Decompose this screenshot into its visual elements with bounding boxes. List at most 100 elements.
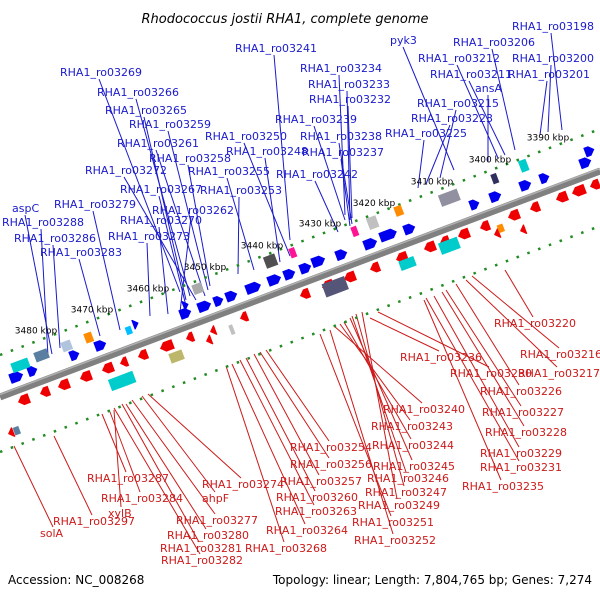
reverse-gene-label[interactable]: RHA1_ro03282	[161, 554, 243, 567]
reverse-gene-label[interactable]: RHA1_ro03235	[462, 480, 544, 493]
reverse-gene-label[interactable]: RHA1_ro03254	[290, 441, 372, 454]
reverse-gene-label[interactable]: RHA1_ro03274	[202, 478, 284, 491]
forward-gene-label[interactable]: RHA1_ro03241	[235, 42, 317, 55]
label-connector	[455, 283, 520, 386]
forward-gene-label[interactable]: RHA1_ro03273	[108, 230, 190, 243]
forward-gene-label[interactable]: RHA1_ro03212	[418, 52, 500, 65]
label-connector	[98, 78, 181, 293]
forward-gene-label[interactable]: RHA1_ro03265	[105, 104, 187, 117]
label-connector	[433, 295, 520, 448]
forward-gene-label[interactable]: RHA1_ro03211	[430, 68, 512, 81]
label-connector	[147, 393, 242, 479]
forward-gene-label[interactable]: RHA1_ro03266	[97, 86, 179, 99]
feature-box	[496, 223, 506, 234]
label-connector	[465, 279, 558, 368]
forward-gene-label[interactable]: RHA1_ro03267	[120, 183, 202, 196]
reverse-gene-label[interactable]: RHA1_ro03230	[450, 367, 532, 380]
reverse-gene-label[interactable]: RHA1_ro03268	[245, 542, 327, 555]
reverse-gene	[572, 183, 587, 197]
feature-box	[437, 236, 461, 255]
tick-label: 3460 kbp	[127, 284, 170, 294]
forward-gene-label[interactable]: pyk3	[390, 34, 417, 47]
forward-gene	[266, 274, 282, 287]
label-connector	[361, 311, 398, 500]
reverse-gene-label[interactable]: RHA1_ro03284	[101, 492, 183, 505]
forward-gene	[68, 350, 80, 362]
reverse-gene-label[interactable]: RHA1_ro03257	[280, 475, 362, 488]
reverse-gene-label[interactable]: RHA1_ro03231	[480, 461, 562, 474]
reverse-gene-label[interactable]: solA	[40, 527, 64, 540]
label-connector	[319, 333, 392, 517]
forward-gene-label[interactable]: RHA1_ro03225	[385, 127, 467, 140]
forward-gene-label[interactable]: RHA1_ro03269	[60, 66, 142, 79]
reverse-gene-label[interactable]: RHA1_ro03226	[480, 385, 562, 398]
forward-gene-label[interactable]: RHA1_ro03288	[2, 216, 84, 229]
forward-gene-label[interactable]: RHA1_ro03255	[188, 165, 270, 178]
forward-gene	[93, 340, 107, 352]
forward-gene	[181, 301, 189, 311]
forward-gene-label[interactable]: aspC	[12, 202, 39, 215]
reverse-gene-label[interactable]: RHA1_ro03277	[176, 514, 258, 527]
reverse-gene-label[interactable]: RHA1_ro03280	[167, 529, 249, 542]
forward-gene-label[interactable]: RHA1_ro03206	[453, 36, 535, 49]
reverse-gene-label[interactable]: RHA1_ro03297	[53, 515, 135, 528]
label-connector	[92, 210, 121, 331]
reverse-gene-label[interactable]: RHA1_ro03217	[518, 367, 600, 380]
reverse-gene-label[interactable]: xylB	[108, 507, 132, 520]
reverse-gene-label[interactable]: RHA1_ro03287	[87, 472, 169, 485]
forward-gene-label[interactable]: RHA1_ro03242	[276, 168, 358, 181]
reverse-gene-label[interactable]: RHA1_ro03240	[383, 403, 465, 416]
forward-gene-label[interactable]: RHA1_ro03201	[508, 68, 590, 81]
reverse-gene-label[interactable]: RHA1_ro03252	[354, 534, 436, 547]
reverse-gene-label[interactable]: RHA1_ro03243	[371, 420, 453, 433]
reverse-gene-label[interactable]: RHA1_ro03249	[358, 499, 440, 512]
reverse-gene-label[interactable]: ahpF	[202, 492, 229, 505]
reverse-gene-label[interactable]: RHA1_ro03246	[367, 472, 449, 485]
forward-gene-label[interactable]: RHA1_ro03279	[54, 198, 136, 211]
reverse-gene-label[interactable]: RHA1_ro03251	[352, 516, 434, 529]
reverse-gene-label[interactable]: RHA1_ro03281	[160, 542, 242, 555]
reverse-gene-label[interactable]: RHA1_ro03247	[365, 486, 447, 499]
forward-gene-label[interactable]: RHA1_ro03258	[149, 152, 231, 165]
forward-gene-label[interactable]: RHA1_ro03272	[85, 164, 167, 177]
forward-gene-label[interactable]: RHA1_ro03259	[129, 118, 211, 131]
reverse-gene-label[interactable]: RHA1_ro03220	[494, 317, 576, 330]
reverse-gene	[58, 378, 71, 391]
forward-gene-label[interactable]: RHA1_ro03261	[117, 137, 199, 150]
forward-gene-label[interactable]: RHA1_ro03233	[308, 78, 390, 91]
forward-gene-label[interactable]: RHA1_ro03239	[275, 113, 357, 126]
forward-gene-label[interactable]: RHA1_ro03198	[512, 20, 594, 33]
reverse-gene-label[interactable]: RHA1_ro03264	[266, 524, 348, 537]
forward-gene-label[interactable]: RHA1_ro03238	[300, 130, 382, 143]
forward-gene-label[interactable]: RHA1_ro03232	[309, 93, 391, 106]
forward-gene-label[interactable]: RHA1_ro03215	[417, 97, 499, 110]
reverse-gene-label[interactable]: RHA1_ro03256	[290, 458, 372, 471]
reverse-gene-label[interactable]: RHA1_ro03227	[482, 406, 564, 419]
label-connector	[333, 325, 423, 404]
forward-gene-label[interactable]: RHA1_ro03253	[200, 184, 282, 197]
forward-gene-label[interactable]: RHA1_ro03262	[152, 204, 234, 217]
forward-gene	[538, 173, 550, 185]
reverse-gene-label[interactable]: RHA1_ro03229	[480, 447, 562, 460]
forward-gene	[334, 249, 348, 262]
map-title: Rhodococcus jostii RHA1, complete genome	[142, 12, 429, 27]
forward-gene-label[interactable]: RHA1_ro03200	[512, 52, 594, 65]
reverse-gene-label[interactable]: RHA1_ro03244	[372, 439, 454, 452]
forward-gene-label[interactable]: RHA1_ro03250	[205, 130, 287, 143]
reverse-gene-label[interactable]: RHA1_ro03236	[400, 351, 482, 364]
forward-gene-label[interactable]: RHA1_ro03283	[40, 246, 122, 259]
forward-gene-label[interactable]: RHA1_ro03248	[226, 145, 308, 158]
forward-gene-label[interactable]: RHA1_ro03270	[120, 214, 202, 227]
forward-gene-label[interactable]: RHA1_ro03286	[14, 232, 96, 245]
reverse-gene-label[interactable]: RHA1_ro03263	[275, 505, 357, 518]
reverse-gene-label[interactable]: RHA1_ro03216	[520, 348, 600, 361]
forward-gene-label[interactable]: ansA	[475, 82, 502, 95]
reverse-gene-label[interactable]: RHA1_ro03245	[373, 460, 455, 473]
forward-gene-label[interactable]: RHA1_ro03237	[302, 146, 384, 159]
label-connector	[265, 349, 330, 442]
reverse-gene-label[interactable]: RHA1_ro03228	[485, 426, 567, 439]
forward-gene-label[interactable]: RHA1_ro03234	[300, 62, 382, 75]
reverse-gene-label[interactable]: RHA1_ro03260	[276, 491, 358, 504]
forward-gene-label[interactable]: RHA1_ro03223	[411, 112, 493, 125]
forward-gene	[224, 290, 238, 303]
